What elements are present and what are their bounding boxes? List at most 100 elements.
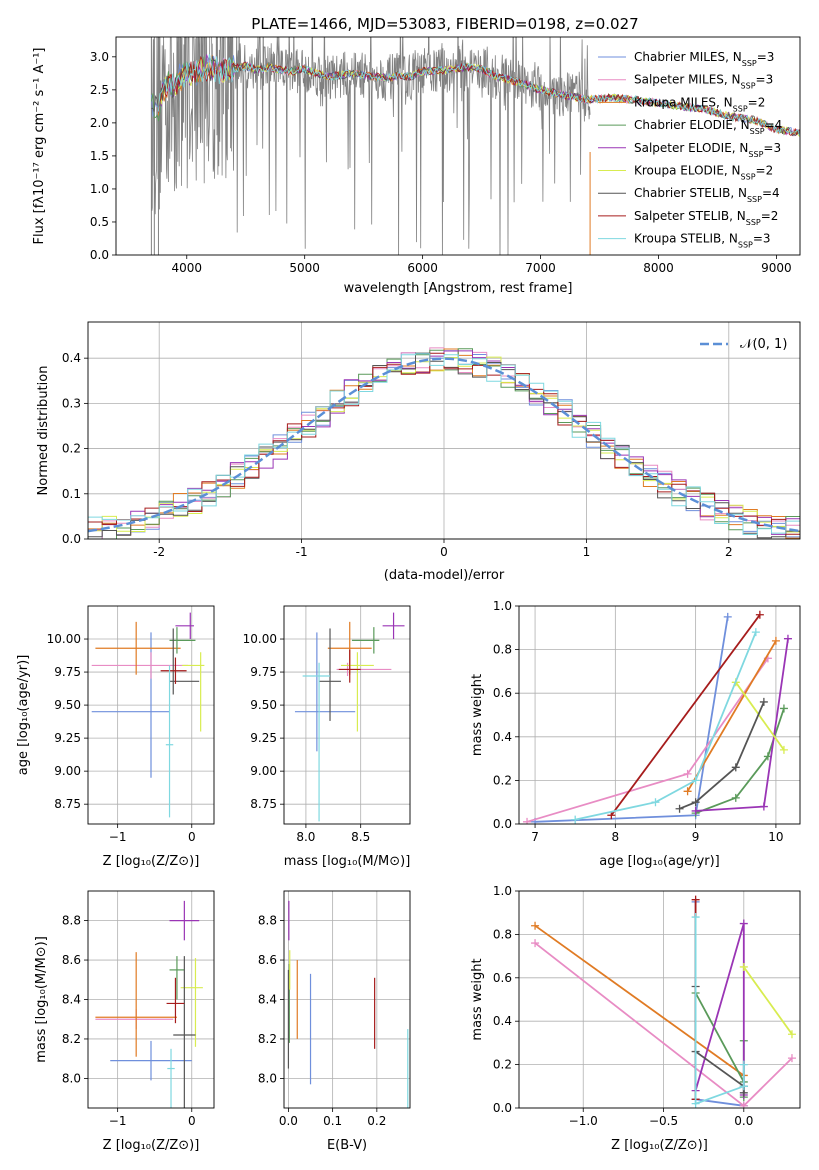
series-marker: [531, 921, 540, 930]
series-marker: [723, 612, 732, 621]
legend-label: Kroupa MILES, NSSP=2: [634, 95, 765, 113]
y-tick-label: 10.00: [47, 632, 81, 646]
y-tick-label: 8.8: [62, 914, 81, 928]
series-line: [679, 701, 765, 810]
x-axis-label: Z [log₁₀(Z/Z⊙)]: [103, 854, 200, 869]
y-axis-label: Normed distribution: [36, 366, 51, 496]
y-tick-label: 9.50: [54, 698, 81, 712]
series-marker: [787, 1054, 796, 1063]
y-tick-label: 8.0: [62, 1071, 81, 1085]
series-marker: [739, 1082, 748, 1091]
x-tick-label: -1: [296, 545, 308, 559]
y-tick-label: 8.4: [258, 993, 277, 1007]
series-marker: [683, 769, 692, 778]
x-tick-label: 9: [692, 830, 700, 844]
y-tick-label: 1.5: [90, 149, 109, 163]
series-marker: [691, 798, 700, 807]
errorbar-plot: [91, 612, 205, 818]
series-marker: [739, 1101, 748, 1108]
series-marker: [691, 895, 700, 904]
x-tick-label: 8: [612, 830, 620, 844]
y-axis-label: mass [log₁₀(M/M⊙)]: [34, 936, 49, 1063]
series-marker: [771, 636, 780, 645]
series-marker: [675, 804, 684, 813]
axes-frame: [115, 36, 801, 256]
y-axis-label: age [log₁₀(age/yr)]: [16, 655, 31, 776]
y-tick-label: 9.00: [250, 764, 277, 778]
series-marker: [787, 1030, 796, 1039]
y-tick-label: 0.2: [493, 773, 512, 787]
histogram-plot: [88, 347, 800, 539]
x-tick-label: 2: [725, 545, 733, 559]
series-marker: [691, 806, 700, 815]
y-tick-label: 9.75: [250, 665, 277, 679]
y-tick-label: 0.3: [62, 396, 81, 410]
y-tick-label: 8.75: [54, 797, 81, 811]
series-marker: [759, 802, 768, 811]
series-marker: [779, 745, 788, 754]
y-tick-label: 1.0: [493, 599, 512, 613]
x-axis-label: age [log₁₀(age/yr)]: [599, 854, 720, 869]
series-marker: [691, 776, 700, 785]
y-tick-label: 2.5: [90, 83, 109, 97]
y-tick-label: 1.0: [493, 884, 512, 898]
axes-frame: [283, 890, 411, 1109]
y-tick-label: 9.50: [250, 698, 277, 712]
y-tick-label: 8.6: [62, 953, 81, 967]
series-marker: [691, 913, 700, 922]
y-tick-label: 0.8: [493, 643, 512, 657]
x-axis-label: Z [log₁₀(Z/Z⊙)]: [611, 1138, 708, 1153]
series-marker: [783, 634, 792, 643]
y-tick-label: 0.5: [90, 215, 109, 229]
series-marker: [751, 628, 760, 637]
x-tick-label: 0: [440, 545, 448, 559]
y-tick-label: 8.2: [62, 1032, 81, 1046]
series-marker: [731, 793, 740, 802]
legend-label: Salpeter STELIB, NSSP=2: [634, 209, 778, 227]
y-tick-label: 8.8: [258, 914, 277, 928]
series-marker: [731, 763, 740, 772]
y-tick-label: 10.00: [243, 632, 277, 646]
series-line: [695, 708, 785, 814]
series-marker: [683, 787, 692, 796]
y-tick-label: 0.4: [493, 1014, 512, 1028]
x-axis-label: mass [log₁₀(M/M⊙)]: [284, 854, 411, 869]
y-tick-label: 8.4: [62, 993, 81, 1007]
y-tick-label: 0.8: [493, 927, 512, 941]
y-axis-label: mass weight: [470, 674, 485, 756]
y-tick-label: 0.2: [62, 442, 81, 456]
x-tick-label: 8.5: [351, 830, 370, 844]
y-tick-label: 8.0: [258, 1071, 277, 1085]
axes-frame: [87, 321, 801, 540]
legend-label: Chabrier MILES, NSSP=3: [634, 50, 774, 68]
x-tick-label: 10: [768, 830, 783, 844]
x-tick-label: 8.0: [296, 830, 315, 844]
normal-curve: [88, 357, 800, 533]
figure-title: PLATE=1466, MJD=53083, FIBERID=0198, z=0…: [251, 15, 638, 33]
errorbar-plot: [287, 900, 409, 1108]
series-marker: [571, 815, 580, 824]
errorbar-plot: [95, 900, 203, 1108]
x-tick-label: 0.2: [367, 1114, 386, 1128]
x-tick-label: 7000: [525, 261, 556, 275]
legend-label: 𝒩(0, 1): [740, 337, 787, 352]
x-tick-label: 5000: [289, 261, 320, 275]
y-tick-label: 8.6: [258, 953, 277, 967]
series-line: [694, 917, 745, 1105]
y-tick-label: 8.75: [250, 797, 277, 811]
x-tick-label: 0.1: [323, 1114, 342, 1128]
axes-frame: [518, 605, 801, 825]
series-marker: [759, 697, 768, 706]
y-tick-label: 0.0: [90, 248, 109, 262]
y-tick-label: 3.0: [90, 50, 109, 64]
x-tick-label: 4000: [171, 261, 202, 275]
series-line: [534, 924, 745, 1077]
x-tick-label: 0.0: [734, 1114, 753, 1128]
y-tick-label: 1.0: [90, 182, 109, 196]
axes-frame: [518, 890, 801, 1109]
series-marker: [523, 817, 532, 824]
x-axis-label: Z [log₁₀(Z/Z⊙)]: [103, 1138, 200, 1153]
y-tick-label: 0.1: [62, 487, 81, 501]
y-tick-label: 9.25: [54, 731, 81, 745]
